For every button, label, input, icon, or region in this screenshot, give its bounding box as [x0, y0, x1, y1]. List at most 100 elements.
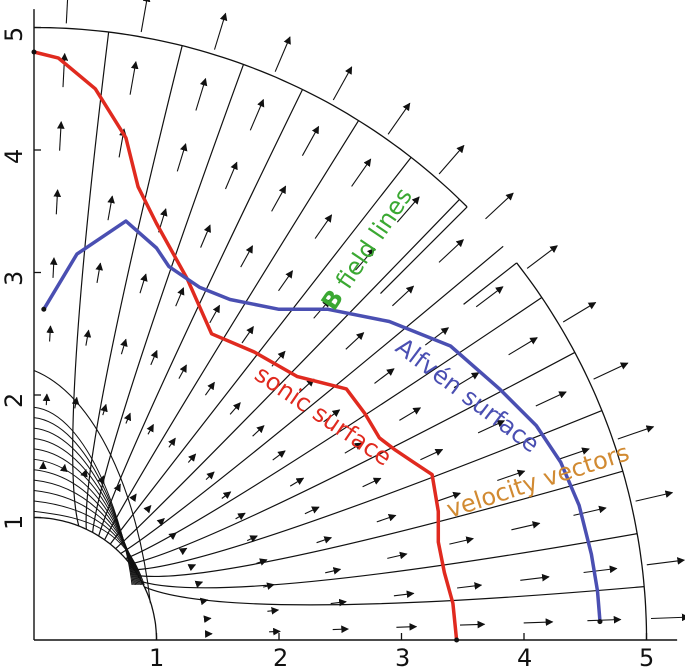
velocity-arrow: [332, 66, 353, 101]
velocity-arrow: [387, 551, 408, 560]
closed-field-line: [33, 490, 143, 586]
velocity-arrow: [156, 517, 165, 527]
velocity-arrow: [213, 12, 228, 50]
velocity-arrow: [535, 391, 567, 407]
velocity-arrow: [113, 483, 121, 493]
y-tick-label: 4: [0, 149, 28, 164]
x-tick-label: 5: [639, 644, 654, 672]
velocity-arrow: [345, 332, 365, 350]
velocity-arrow: [203, 615, 212, 623]
velocity-arrow: [323, 409, 341, 423]
velocity-arrow: [195, 77, 208, 111]
sonic-surface-curve: [32, 50, 459, 642]
velocity-arrow: [304, 506, 320, 515]
velocity-arrow: [650, 613, 685, 622]
velocity-arrow: [438, 239, 464, 263]
closed-field-line: [33, 510, 145, 586]
velocity-arrow: [200, 224, 211, 248]
velocity-arrow: [80, 468, 88, 478]
velocity-arrow: [146, 423, 154, 435]
velocity-vectors: [39, 0, 685, 638]
alfven-surface-label: Alfvén surface: [390, 332, 544, 458]
stellar-surface-arc: [34, 516, 158, 640]
velocity-arrow: [392, 285, 415, 307]
velocity-arrow: [562, 302, 597, 323]
velocity-arrow: [316, 536, 333, 544]
velocity-arrow: [573, 505, 607, 516]
velocity-arrow: [252, 425, 265, 437]
velocity-arrow: [100, 403, 108, 416]
velocity-arrow: [523, 618, 554, 626]
velocity-arrow: [168, 532, 177, 541]
velocity-arrow: [289, 477, 305, 487]
x-tick-label: 2: [273, 644, 288, 672]
outer-boundary-arc: [516, 262, 648, 640]
velocity-arrow: [396, 622, 418, 631]
velocity-arrow: [344, 442, 363, 454]
velocity-arrow: [526, 245, 558, 269]
velocity-arrow: [272, 450, 286, 461]
closed-field-line: [33, 448, 138, 585]
velocity-arrow: [178, 547, 188, 556]
alfven-surface-curve-end-dot: [597, 619, 603, 625]
x-tick-label: 1: [149, 644, 164, 672]
velocity-arrow: [399, 407, 422, 421]
alfven-surface-curve-end-dot: [41, 306, 47, 312]
velocity-arrow: [278, 270, 293, 292]
velocity-arrow: [209, 304, 220, 324]
velocity-arrow: [593, 362, 629, 380]
closed-field-line: [33, 469, 140, 585]
sonic-surface-label: sonic surface: [250, 360, 397, 472]
velocity-arrow: [187, 564, 197, 572]
velocity-arrow: [53, 189, 62, 215]
velocity-arrow: [520, 573, 550, 582]
velocity-arrow: [475, 286, 504, 308]
velocity-arrow: [449, 536, 474, 545]
velocity-arrow: [107, 195, 115, 221]
y-tick-label: 2: [0, 393, 28, 408]
velocity-arrow: [477, 420, 505, 434]
y-tick-label: 5: [0, 27, 28, 42]
velocity-arrow: [139, 273, 148, 294]
x-tick-label: 3: [395, 644, 410, 672]
axes: [33, 9, 678, 641]
open-field-line: [115, 198, 460, 550]
velocity-arrow: [176, 143, 188, 172]
velocity-arrow: [396, 196, 420, 223]
velocity-arrow: [129, 493, 137, 502]
velocity-arrow: [229, 402, 241, 415]
velocity-arrow: [267, 606, 280, 615]
velocity-arrow: [56, 121, 65, 151]
velocity-arrow: [453, 372, 480, 389]
velocity-arrow: [65, 0, 69, 24]
velocity-arrow: [120, 338, 128, 355]
velocity-arrow: [168, 437, 176, 448]
velocity-arrow: [420, 448, 444, 461]
velocity-arrow: [246, 535, 258, 543]
velocity-arrow: [224, 161, 238, 190]
open-field-line: [125, 296, 543, 560]
open-field-line: [85, 45, 183, 530]
velocity-arrow: [129, 61, 139, 95]
velocity-arrow: [95, 262, 104, 283]
open-field-line: [141, 533, 638, 589]
velocity-arrow: [325, 567, 342, 575]
closed-field-line: [33, 479, 142, 586]
velocity-arrow: [436, 491, 461, 502]
velocity-arrow: [583, 565, 618, 574]
velocity-arrow: [59, 463, 68, 473]
open-field-line: [138, 470, 623, 578]
velocity-arrow: [374, 368, 395, 384]
surface-curves: [31, 49, 603, 643]
velocity-arrow: [249, 98, 265, 131]
velocity-arrow: [355, 247, 375, 271]
alfven-surface-curve: [42, 219, 602, 624]
velocity-arrow: [241, 325, 254, 344]
open-field-line: [134, 409, 603, 571]
velocity-arrow: [256, 558, 268, 566]
open-field-line: [120, 245, 504, 555]
velocity-arrow: [46, 325, 54, 342]
velocity-arrow: [42, 393, 51, 406]
velocity-arrow: [424, 327, 450, 346]
open-field-line: [72, 31, 110, 527]
